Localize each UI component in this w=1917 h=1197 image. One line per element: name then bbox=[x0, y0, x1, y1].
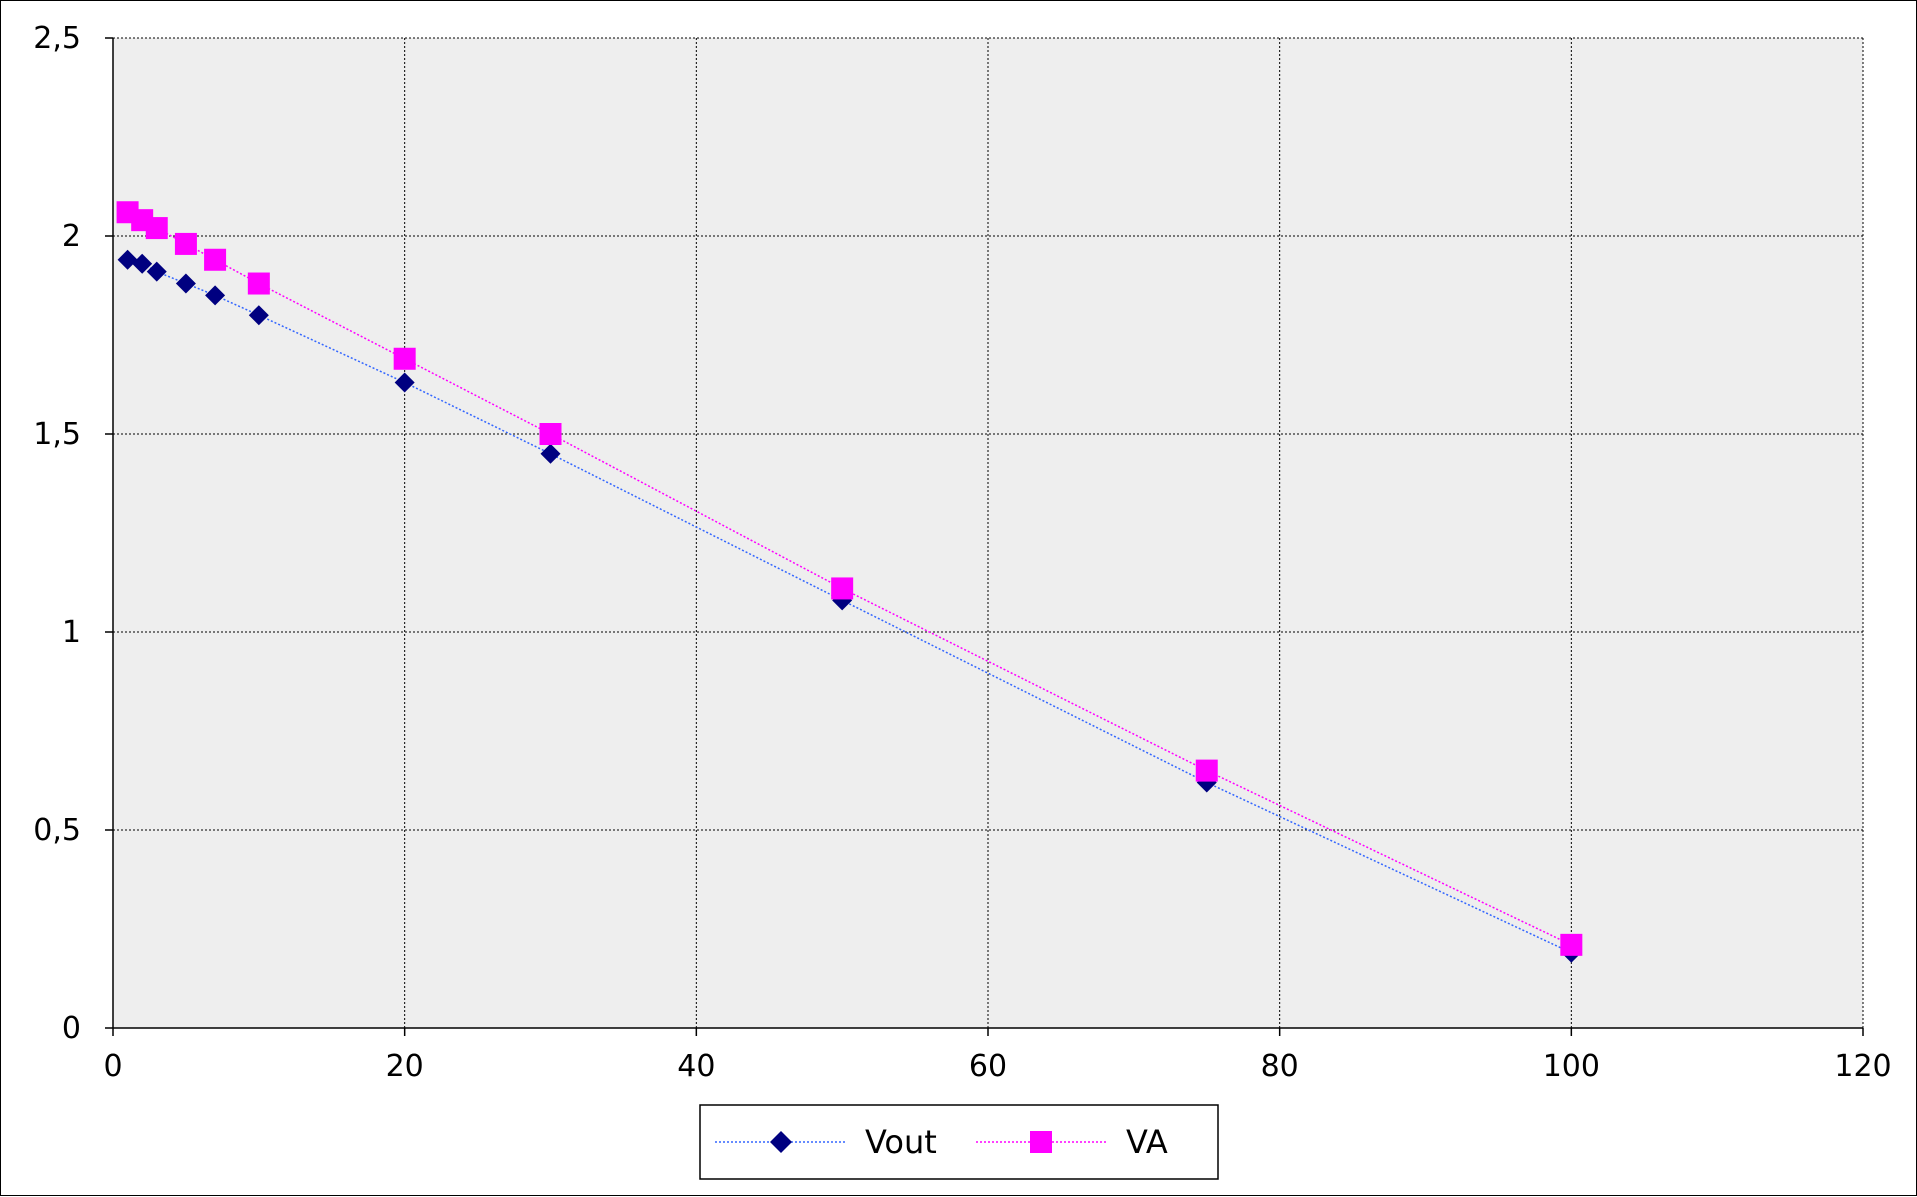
data-point bbox=[393, 347, 416, 370]
legend-diamond-icon bbox=[770, 1131, 792, 1153]
data-point bbox=[540, 443, 561, 464]
data-point bbox=[175, 273, 196, 294]
data-point bbox=[247, 272, 270, 295]
y-tick-label: 0 bbox=[62, 1011, 81, 1046]
y-tick-label: 1,5 bbox=[33, 417, 81, 452]
legend-label: VA bbox=[1126, 1123, 1168, 1161]
data-point bbox=[205, 285, 226, 306]
data-point bbox=[132, 253, 153, 274]
data-point bbox=[1195, 759, 1218, 782]
x-tick-label: 60 bbox=[969, 1049, 1007, 1084]
legend-label: Vout bbox=[865, 1123, 937, 1161]
x-tick-label: 40 bbox=[677, 1049, 715, 1084]
y-tick-label: 1 bbox=[62, 615, 81, 650]
y-axis-ticks: 0 0,5 1 1,5 2 2,5 bbox=[33, 21, 113, 1046]
x-tick-label: 20 bbox=[386, 1049, 424, 1084]
series-va bbox=[116, 201, 1583, 956]
data-point bbox=[146, 261, 167, 282]
y-tick-label: 2 bbox=[62, 219, 81, 254]
data-point bbox=[394, 372, 415, 393]
data-point bbox=[1560, 933, 1583, 956]
legend-square-icon bbox=[1030, 1131, 1052, 1153]
data-point bbox=[204, 248, 227, 271]
x-tick-label: 120 bbox=[1834, 1049, 1891, 1084]
x-tick-label: 0 bbox=[103, 1049, 122, 1084]
data-point bbox=[539, 423, 562, 445]
series-layer bbox=[116, 201, 1583, 963]
data-point bbox=[248, 305, 269, 326]
x-tick-label: 80 bbox=[1261, 1049, 1299, 1084]
y-tick-label: 0,5 bbox=[33, 813, 81, 848]
x-axis-ticks: 0 20 40 60 80 100 120 bbox=[103, 1028, 1892, 1084]
x-tick-label: 100 bbox=[1543, 1049, 1600, 1084]
data-point bbox=[117, 249, 138, 270]
data-point bbox=[831, 577, 854, 600]
legend: Vout VA bbox=[699, 1104, 1219, 1180]
y-tick-label: 2,5 bbox=[33, 21, 81, 56]
data-point bbox=[145, 217, 168, 240]
data-point bbox=[174, 232, 197, 255]
